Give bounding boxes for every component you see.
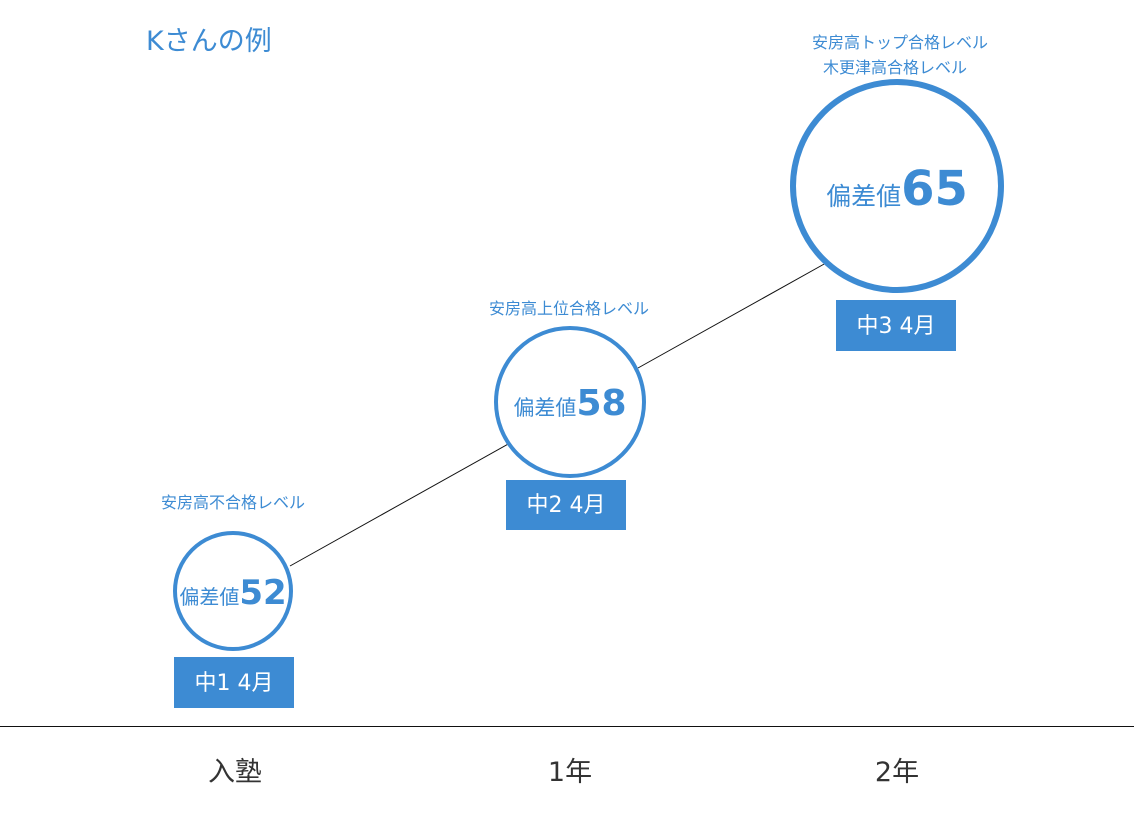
level-label: 安房高不合格レベル (161, 493, 305, 512)
stage-2: 安房高上位合格レベル 偏差値58 中2 4月 (489, 299, 649, 530)
connector-line-2 (637, 262, 827, 369)
period-badge (174, 657, 294, 708)
score-text: 偏差値58 (513, 383, 626, 424)
score-text: 偏差値52 (179, 573, 286, 613)
diagram-title: Kさんの例 (146, 26, 272, 57)
period-label: 中1 4月 (195, 671, 274, 696)
level-label-2: 木更津高合格レベル (823, 58, 967, 77)
axis-label-year1: 1年 (548, 757, 592, 788)
period-badge (836, 300, 956, 351)
period-label: 中3 4月 (857, 314, 936, 339)
period-label: 中2 4月 (527, 493, 606, 518)
axis-label-year2: 2年 (875, 757, 919, 788)
connector-line-1 (289, 442, 511, 567)
score-text: 偏差値65 (826, 161, 968, 217)
score-circle (173, 531, 293, 651)
score-circle (494, 326, 646, 478)
score-circle (790, 79, 1004, 293)
level-label: 安房高トップ合格レベル (812, 33, 988, 52)
stage-1: 安房高不合格レベル 偏差値52 中1 4月 (161, 493, 305, 708)
period-badge (506, 480, 626, 530)
level-label: 安房高上位合格レベル (489, 299, 649, 318)
axis-label-join: 入塾 (208, 757, 262, 788)
stage-3: 安房高トップ合格レベル 木更津高合格レベル 偏差値65 中3 4月 (790, 33, 1004, 351)
